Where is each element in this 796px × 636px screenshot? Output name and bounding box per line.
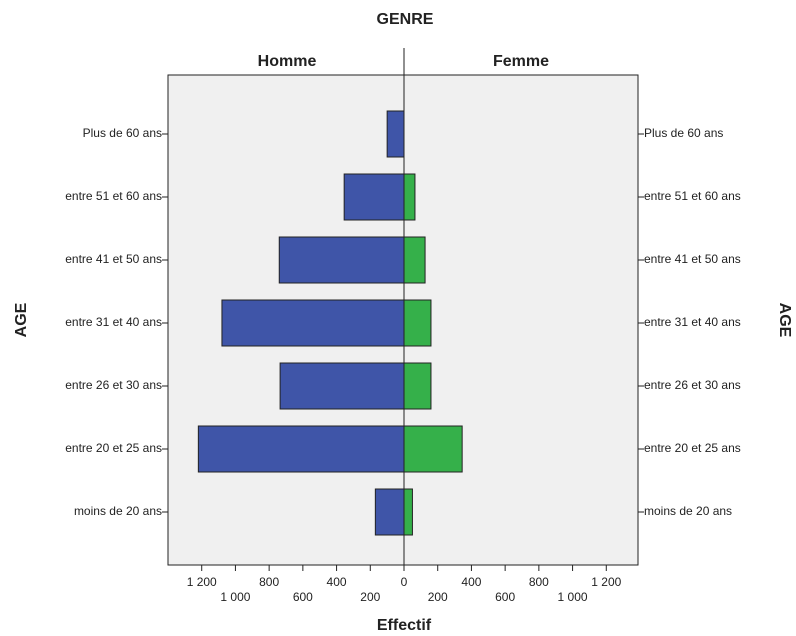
- panel-label: Femme: [493, 53, 549, 70]
- y-tick-label: entre 41 et 50 ans: [644, 252, 741, 266]
- x-tick-label: 1 000: [558, 590, 588, 604]
- y-tick-label: entre 26 et 30 ans: [65, 378, 162, 392]
- y-tick-label: entre 41 et 50 ans: [65, 252, 162, 266]
- x-tick-label: 400: [327, 575, 347, 589]
- panel-label: Homme: [258, 53, 317, 70]
- bar: [374, 488, 405, 536]
- x-tick-label: 400: [461, 575, 481, 589]
- y-tick-label: entre 31 et 40 ans: [65, 315, 162, 329]
- y-tick-label: entre 20 et 25 ans: [644, 441, 741, 455]
- bar: [403, 488, 413, 536]
- bar: [403, 362, 432, 410]
- bar: [403, 299, 432, 347]
- bar: [386, 110, 405, 158]
- x-tick-label: 600: [293, 590, 313, 604]
- bar: [197, 425, 405, 473]
- bar: [403, 173, 416, 221]
- x-axis-label: Effectif: [377, 617, 432, 634]
- bar: [343, 173, 405, 221]
- y-tick-label: Plus de 60 ans: [83, 126, 162, 140]
- x-tick-label: 1 200: [591, 575, 621, 589]
- y-tick-label: entre 51 et 60 ans: [65, 189, 162, 203]
- y-tick-label: Plus de 60 ans: [644, 126, 723, 140]
- x-tick-label: 1 200: [187, 575, 217, 589]
- chart-title: GENRE: [377, 11, 434, 28]
- x-tick-label: 1 000: [220, 590, 250, 604]
- y-tick-label: entre 20 et 25 ans: [65, 441, 162, 455]
- y-axis-label: AGE: [776, 303, 793, 338]
- y-tick-label: moins de 20 ans: [74, 504, 162, 518]
- y-tick-label: entre 51 et 60 ans: [644, 189, 741, 203]
- bar: [403, 425, 463, 473]
- bar: [403, 236, 426, 284]
- y-axis-label: AGE: [13, 302, 30, 337]
- x-tick-label: 200: [360, 590, 380, 604]
- bar: [221, 299, 405, 347]
- x-tick-label: 200: [428, 590, 448, 604]
- x-tick-label: 800: [259, 575, 279, 589]
- y-tick-label: entre 31 et 40 ans: [644, 315, 741, 329]
- x-tick-label: 0: [401, 575, 408, 589]
- y-tick-label: moins de 20 ans: [644, 504, 732, 518]
- bar: [278, 236, 405, 284]
- x-tick-label: 600: [495, 590, 515, 604]
- bar: [279, 362, 405, 410]
- x-tick-label: 800: [529, 575, 549, 589]
- y-tick-label: entre 26 et 30 ans: [644, 378, 741, 392]
